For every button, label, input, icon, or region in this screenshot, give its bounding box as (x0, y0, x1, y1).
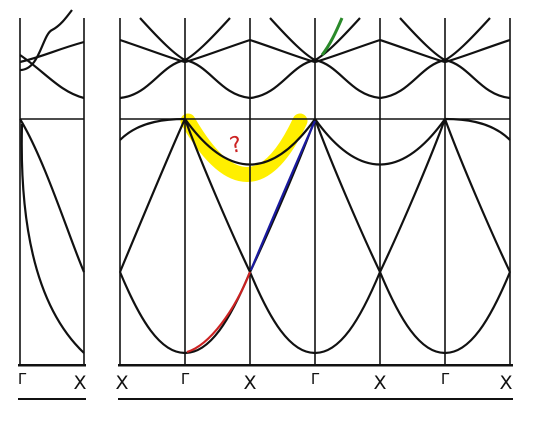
right-tick-label-2: X (243, 372, 256, 394)
right-frame (119, 18, 511, 365)
right-tick-label-0: X (115, 372, 128, 394)
left-panel: Γ X (18, 9, 87, 400)
left-upper-bands (19, 9, 85, 100)
right-tick-label-1: Γ (181, 370, 190, 388)
handwritten-annotation: ? (228, 132, 245, 159)
left-axis: Γ X (18, 364, 87, 400)
left-frame (19, 18, 85, 365)
highlighted-band-segment (180, 113, 308, 182)
right-upper-bands (119, 17, 511, 100)
right-lower-bands (118, 117, 512, 355)
right-tick-label-4: X (373, 372, 386, 394)
right-axis: X Γ X Γ X Γ X (115, 364, 513, 400)
right-tick-label-3: Γ (311, 370, 320, 388)
blue-band-segment (249, 120, 317, 271)
left-tick-label-0: Γ (18, 370, 27, 388)
left-lower-bands (19, 118, 86, 354)
red-band-segment (186, 271, 252, 354)
left-tick-label-1: X (73, 372, 86, 394)
right-panel: ? X Γ X Γ X Γ X (115, 17, 513, 400)
right-tick-label-5: Γ (441, 370, 450, 388)
green-band-segment (320, 17, 344, 56)
right-tick-label-6: X (499, 372, 512, 394)
